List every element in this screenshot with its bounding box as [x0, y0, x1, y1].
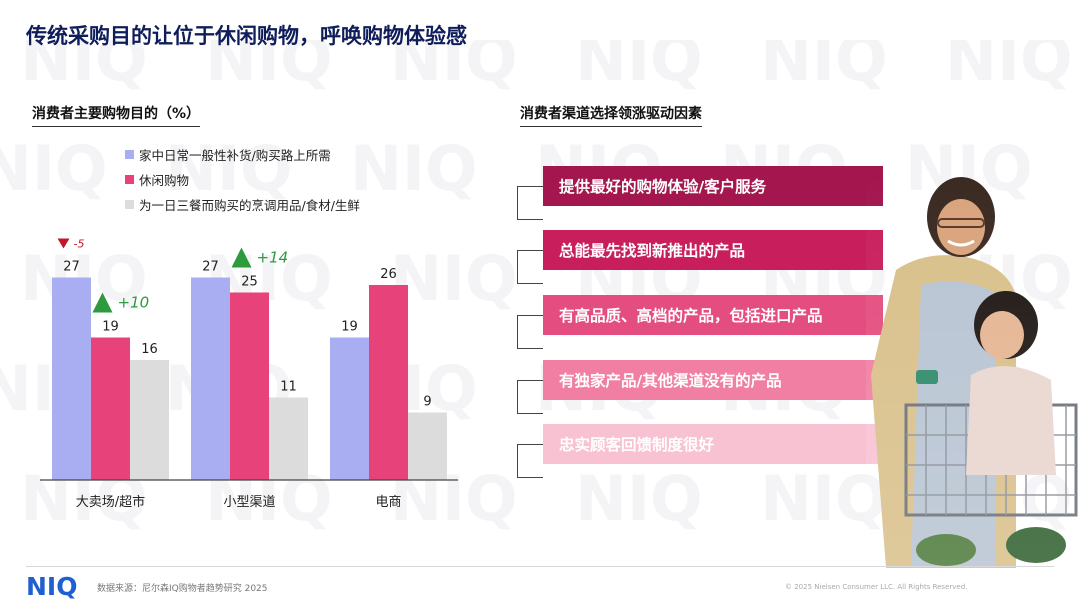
bar	[130, 360, 169, 480]
legend-item: 为一日三餐而购买的烹调用品/食材/生鲜	[125, 192, 360, 217]
source-note: 数据来源：尼尔森IQ购物者趋势研究 2025	[97, 584, 268, 594]
bar-value-label: 11	[280, 380, 297, 395]
driver-connector	[517, 186, 543, 220]
bar	[52, 277, 91, 480]
bar	[230, 292, 269, 480]
driver-connector	[517, 380, 543, 414]
bar-value-label: 9	[423, 395, 431, 410]
watermark-text: NIQ	[575, 40, 703, 95]
driver-item-4: 有独家产品/其他渠道没有的产品	[543, 360, 883, 400]
up-arrow-icon	[231, 247, 252, 268]
bar-value-label: 19	[102, 320, 119, 335]
legend-label: 休闲购物	[139, 173, 190, 188]
shopper-photo	[866, 175, 1080, 568]
bar-value-label: 27	[63, 260, 80, 275]
chart-title: 消费者主要购物目的（%）	[32, 103, 201, 127]
category-label: 电商	[375, 495, 401, 510]
legend-swatch	[125, 200, 134, 209]
watermark-text: NIQ	[760, 40, 888, 95]
bar	[191, 277, 230, 480]
watermark-text: NIQ	[945, 40, 1073, 95]
legend-swatch	[125, 175, 134, 184]
bar	[330, 337, 369, 480]
legend-item: 家中日常一般性补货/购买路上所需	[125, 142, 360, 167]
legend-label: 家中日常一般性补货/购买路上所需	[139, 148, 331, 163]
bar	[91, 337, 130, 480]
footer-divider	[26, 566, 1054, 567]
bar-value-label: 16	[141, 342, 158, 357]
page-title: 传统采购目的让位于休闲购物，呼唤购物体验感	[26, 24, 467, 48]
bar	[369, 285, 408, 480]
category-label: 大卖场/超市	[76, 494, 145, 510]
drivers-title: 消费者渠道选择领涨驱动因素	[520, 103, 702, 127]
driver-item-3: 有高品质、高档的产品，包括进口产品	[543, 295, 883, 335]
legend-item: 休闲购物	[125, 167, 360, 192]
copyright-note: © 2025 Nielsen Consumer LLC. All Rights …	[785, 583, 968, 591]
category-label: 小型渠道	[223, 495, 275, 510]
bar-value-label: 27	[202, 260, 219, 275]
legend-label: 为一日三餐而购买的烹调用品/食材/生鲜	[139, 198, 360, 213]
bar-value-label: 26	[380, 267, 397, 282]
legend-swatch	[125, 150, 134, 159]
watermark-text: NIQ	[575, 462, 703, 535]
driver-item-1: 提供最好的购物体验/客户服务	[543, 166, 883, 206]
bar-value-label: 19	[341, 320, 358, 335]
up-arrow-icon	[92, 292, 113, 313]
niq-logo: NIQ	[26, 572, 78, 601]
bar-chart: 27 19 16 大卖场/超市 27 25 11 小型渠道 19 26 9 电商 -5 +10 +14	[40, 238, 458, 510]
bar-value-label: 25	[241, 275, 258, 290]
change-label: +14	[257, 249, 289, 267]
change-label: +10	[118, 294, 150, 312]
driver-item-5: 忠实顾客回馈制度很好	[543, 424, 883, 464]
bar	[408, 412, 447, 480]
change-label: -5	[74, 238, 85, 251]
driver-item-2: 总能最先找到新推出的产品	[543, 230, 883, 270]
bar	[269, 397, 308, 480]
driver-connector	[517, 315, 543, 349]
driver-connector	[517, 250, 543, 284]
chart-legend: 家中日常一般性补货/购买路上所需 休闲购物 为一日三餐而购买的烹调用品/食材/生…	[125, 142, 360, 217]
driver-connector	[517, 444, 543, 478]
down-arrow-icon	[57, 238, 70, 249]
